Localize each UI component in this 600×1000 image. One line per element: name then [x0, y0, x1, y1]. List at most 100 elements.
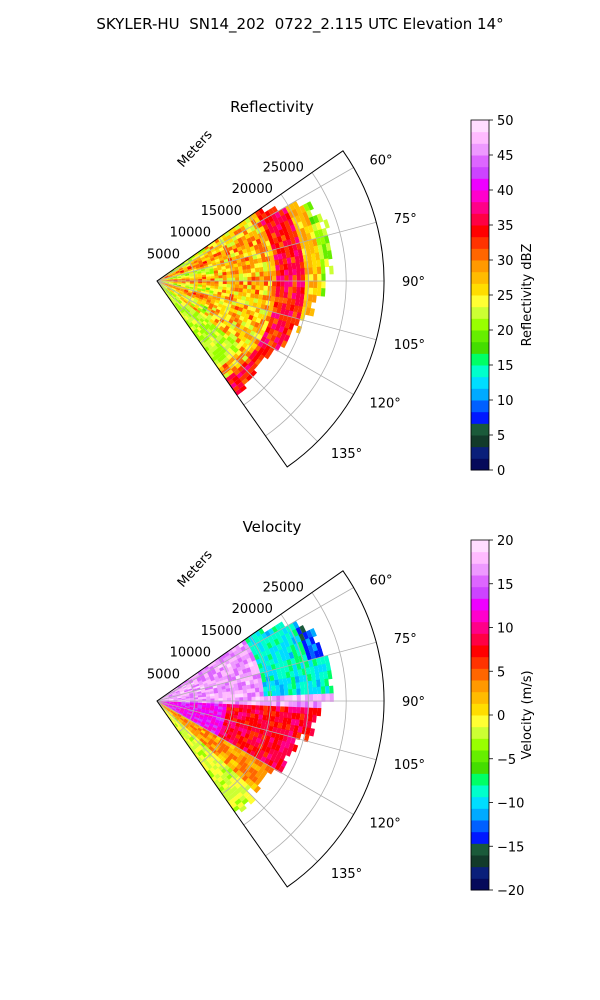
reflectivity-cell — [247, 305, 253, 312]
reflectivity-cell — [261, 256, 267, 263]
reflectivity-cell — [313, 245, 320, 254]
reflectivity-cell — [207, 305, 213, 310]
reflectivity-cell — [279, 332, 287, 341]
velocity-cell — [169, 711, 173, 715]
velocity-cell — [237, 715, 243, 721]
reflectivity-cell — [255, 317, 262, 325]
reflectivity-cell — [164, 275, 169, 278]
reflectivity-cell — [272, 275, 277, 282]
velocity-cell — [212, 741, 218, 747]
velocity-cell — [202, 702, 207, 706]
reflectivity-cell — [293, 222, 301, 232]
reflectivity-cell — [269, 255, 275, 262]
velocity-cell — [221, 688, 227, 693]
colorbar-segment — [471, 318, 489, 331]
velocity-cell — [195, 741, 201, 747]
velocity-cell — [271, 711, 276, 718]
velocity-cell — [203, 725, 209, 731]
reflectivity-cell — [184, 272, 190, 275]
velocity-cell — [280, 740, 287, 749]
reflectivity-cell — [263, 276, 269, 282]
velocity-cell — [287, 683, 293, 691]
reflectivity-cell — [295, 325, 303, 334]
velocity-cell — [237, 686, 243, 691]
reflectivity-cell — [292, 286, 297, 294]
colorbar-tick-label: 25 — [497, 289, 514, 304]
reflectivity-cell — [194, 317, 200, 322]
reflectivity-cell — [202, 276, 207, 280]
velocity-cell — [197, 720, 202, 725]
reflectivity-cell — [296, 287, 301, 295]
reflectivity-cell — [190, 315, 195, 321]
reflectivity-cell — [218, 278, 223, 282]
velocity-cell — [241, 715, 247, 722]
radial-tick-label: 25000 — [263, 160, 304, 175]
colorbar-tick-label: 0 — [497, 464, 505, 479]
velocity-cell — [209, 688, 214, 692]
velocity-cell — [218, 701, 223, 705]
reflectivity-cell — [317, 229, 325, 239]
reflectivity-cell — [280, 275, 285, 282]
reflectivity-cell — [284, 321, 291, 330]
sector-outline — [156, 570, 385, 888]
reflectivity-cell — [206, 299, 212, 304]
colorbar-segment — [471, 341, 489, 354]
velocity-cell — [209, 707, 215, 712]
velocity-cell — [250, 688, 256, 694]
reflectivity-cell — [276, 223, 283, 232]
colorbar-label: Velocity (m/s) — [520, 670, 535, 759]
velocity-cell — [186, 714, 191, 719]
reflectivity-cell — [266, 261, 272, 268]
velocity-cell — [292, 663, 298, 672]
colorbar-tick-label: 10 — [497, 622, 514, 637]
reflectivity-cell — [200, 256, 206, 261]
velocity-cell — [254, 709, 260, 715]
velocity-cell — [276, 739, 283, 747]
velocity-cell — [197, 678, 202, 683]
velocity-cell — [275, 684, 280, 692]
reflectivity-cell — [209, 268, 214, 272]
reflectivity-cell — [291, 208, 299, 218]
velocity-cell — [255, 696, 260, 702]
velocity-cell — [200, 667, 206, 673]
reflectivity-cell — [180, 313, 185, 319]
reflectivity-cell — [201, 270, 206, 274]
reflectivity-cell — [188, 317, 194, 323]
reflectivity-cell — [210, 240, 217, 246]
reflectivity-cell — [204, 303, 210, 308]
velocity-cell — [198, 672, 204, 677]
velocity-cell — [210, 743, 216, 749]
reflectivity-cell — [187, 307, 192, 312]
velocity-cell — [259, 645, 266, 653]
reflectivity-cell — [210, 316, 216, 322]
velocity-cell — [184, 689, 189, 693]
reflectivity-cell — [213, 288, 219, 293]
velocity-cell — [217, 709, 223, 713]
velocity-cell — [285, 748, 293, 757]
reflectivity-cell — [311, 294, 317, 303]
colorbar-segment — [471, 808, 489, 821]
reflectivity-cell — [257, 298, 263, 305]
velocity-cell — [243, 697, 248, 702]
reflectivity-cell — [313, 274, 318, 282]
reflectivity-cell — [254, 267, 260, 273]
reflectivity-cell — [191, 325, 197, 331]
reflectivity-cell — [251, 272, 256, 278]
reflectivity-cell — [178, 298, 184, 303]
reflectivity-cell — [251, 285, 256, 291]
velocity-cell — [198, 701, 203, 704]
reflectivity-cell — [246, 264, 251, 270]
velocity-cell — [195, 685, 201, 689]
velocity-cell — [199, 674, 205, 679]
reflectivity-cell — [320, 266, 326, 275]
velocity-cell — [269, 675, 275, 682]
reflectivity-cell — [294, 236, 301, 245]
colorbar-segment — [471, 750, 489, 763]
reflectivity-cell — [171, 287, 176, 291]
velocity-cell — [185, 701, 190, 703]
velocity-cell — [274, 679, 280, 687]
velocity-cell — [274, 732, 281, 740]
velocity-cell — [323, 655, 330, 665]
velocity-cell — [168, 705, 173, 709]
